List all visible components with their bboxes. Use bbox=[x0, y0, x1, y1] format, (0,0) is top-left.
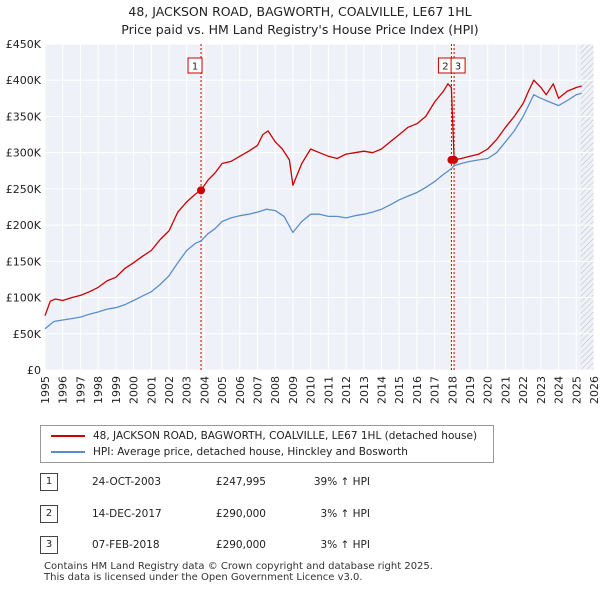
legend-swatch-hpi bbox=[51, 451, 85, 453]
legend: 48, JACKSON ROAD, BAGWORTH, COALVILLE, L… bbox=[40, 425, 494, 463]
price-chart: £0 £50K £100K £150K £200K £250K £300K £350K £400… bbox=[6, 38, 600, 404]
transaction-number: 3 bbox=[40, 536, 58, 554]
x-tick-label: 2012 bbox=[340, 376, 353, 404]
y-tick-label: £100K bbox=[6, 292, 42, 305]
legend-label-property: 48, JACKSON ROAD, BAGWORTH, COALVILLE, L… bbox=[93, 430, 478, 442]
forecast-region bbox=[580, 44, 594, 370]
x-tick-label: 2006 bbox=[234, 376, 247, 404]
x-tick-label: 2015 bbox=[393, 376, 406, 404]
y-tick-label: £450K bbox=[6, 38, 42, 51]
x-tick-label: 2013 bbox=[358, 376, 371, 404]
x-tick-label: 2004 bbox=[198, 376, 211, 404]
transaction-number: 2 bbox=[40, 505, 58, 523]
x-tick-label: 2008 bbox=[269, 376, 282, 404]
annotation-label-1: 1 bbox=[187, 57, 203, 74]
series-line-property bbox=[44, 79, 582, 316]
annotation-label-3: 3 bbox=[450, 57, 466, 74]
x-tick-label: 2020 bbox=[482, 376, 495, 404]
y-tick-label: £300K bbox=[6, 147, 42, 160]
x-tick-label: 2001 bbox=[145, 376, 158, 404]
x-tick-label: 2022 bbox=[517, 376, 530, 404]
transaction-number: 1 bbox=[40, 473, 58, 491]
transaction-date: 24-OCT-2003 bbox=[92, 476, 161, 488]
annotation-box bbox=[450, 57, 466, 74]
transaction-point bbox=[197, 186, 206, 195]
annotation-text: 3 bbox=[455, 62, 461, 73]
annotation-text: 1 bbox=[192, 62, 198, 73]
transaction-hpi: 39% ↑ HPI bbox=[313, 476, 370, 488]
x-tick-label: 1999 bbox=[110, 376, 123, 404]
x-tick-label: 1995 bbox=[39, 376, 52, 404]
x-tick-label: 2024 bbox=[553, 376, 566, 404]
transaction-price: £290,000 bbox=[215, 508, 266, 520]
x-tick-label: 2016 bbox=[411, 376, 424, 404]
x-tick-label: 1996 bbox=[57, 376, 70, 404]
y-tick-label: £400K bbox=[6, 74, 42, 87]
y-tick-label: £0 bbox=[27, 364, 41, 377]
y-tick-label: £200K bbox=[6, 219, 42, 232]
annotation-text: 2 bbox=[442, 62, 448, 73]
table-row: 3 07-FEB-2018 £290,000 3% ↑ HPI bbox=[0, 535, 600, 555]
x-tick-label: 2025 bbox=[570, 376, 583, 404]
x-tick-label: 2011 bbox=[322, 376, 335, 404]
y-tick-label: £50K bbox=[13, 328, 42, 341]
footer-copyright: Contains HM Land Registry data © Crown c… bbox=[44, 561, 433, 572]
x-tick-label: 1998 bbox=[92, 376, 105, 404]
transaction-point bbox=[450, 155, 459, 164]
legend-item-property: 48, JACKSON ROAD, BAGWORTH, COALVILLE, L… bbox=[51, 428, 477, 444]
x-tick-label: 1997 bbox=[74, 376, 87, 404]
transaction-price: £247,995 bbox=[215, 476, 266, 488]
transaction-date: 14-DEC-2017 bbox=[92, 508, 162, 520]
x-tick-label: 2019 bbox=[464, 376, 477, 404]
x-tick-label: 2007 bbox=[252, 376, 265, 404]
x-tick-label: 2014 bbox=[375, 376, 388, 404]
x-tick-label: 2021 bbox=[499, 376, 512, 404]
x-tick-label: 2023 bbox=[535, 376, 548, 404]
x-tick-label: 2018 bbox=[446, 376, 459, 404]
x-tick-label: 2009 bbox=[287, 376, 300, 404]
y-tick-label: £250K bbox=[6, 183, 42, 196]
transaction-price: £290,000 bbox=[215, 539, 266, 551]
legend-item-hpi: HPI: Average price, detached house, Hinc… bbox=[51, 444, 408, 460]
x-tick-label: 2026 bbox=[588, 376, 600, 404]
x-tick-label: 2000 bbox=[128, 376, 141, 404]
table-row: 2 14-DEC-2017 £290,000 3% ↑ HPI bbox=[0, 504, 600, 524]
series-line-hpi bbox=[44, 92, 582, 330]
y-tick-label: £150K bbox=[6, 255, 42, 268]
legend-swatch-property bbox=[51, 435, 85, 437]
page-title: 48, JACKSON ROAD, BAGWORTH, COALVILLE, L… bbox=[128, 4, 472, 19]
x-tick-label: 2017 bbox=[429, 376, 442, 404]
transaction-hpi: 3% ↑ HPI bbox=[320, 508, 370, 520]
chart-subtitle: Price paid vs. HM Land Registry's House … bbox=[121, 22, 479, 37]
legend-label-hpi: HPI: Average price, detached house, Hinc… bbox=[93, 446, 408, 458]
plot-area bbox=[45, 44, 594, 370]
y-tick-label: £350K bbox=[6, 110, 42, 123]
x-tick-label: 2010 bbox=[305, 376, 318, 404]
transaction-hpi: 3% ↑ HPI bbox=[320, 539, 370, 551]
annotation-box bbox=[187, 57, 203, 74]
x-tick-label: 2005 bbox=[216, 376, 229, 404]
transaction-date: 07-FEB-2018 bbox=[92, 539, 160, 551]
x-tick-label: 2002 bbox=[163, 376, 176, 404]
table-row: 1 24-OCT-2003 £247,995 39% ↑ HPI bbox=[0, 472, 600, 492]
x-tick-label: 2003 bbox=[181, 376, 194, 404]
annotation-label-2: 2 bbox=[437, 57, 453, 74]
footer-license: This data is licensed under the Open Gov… bbox=[44, 572, 363, 583]
